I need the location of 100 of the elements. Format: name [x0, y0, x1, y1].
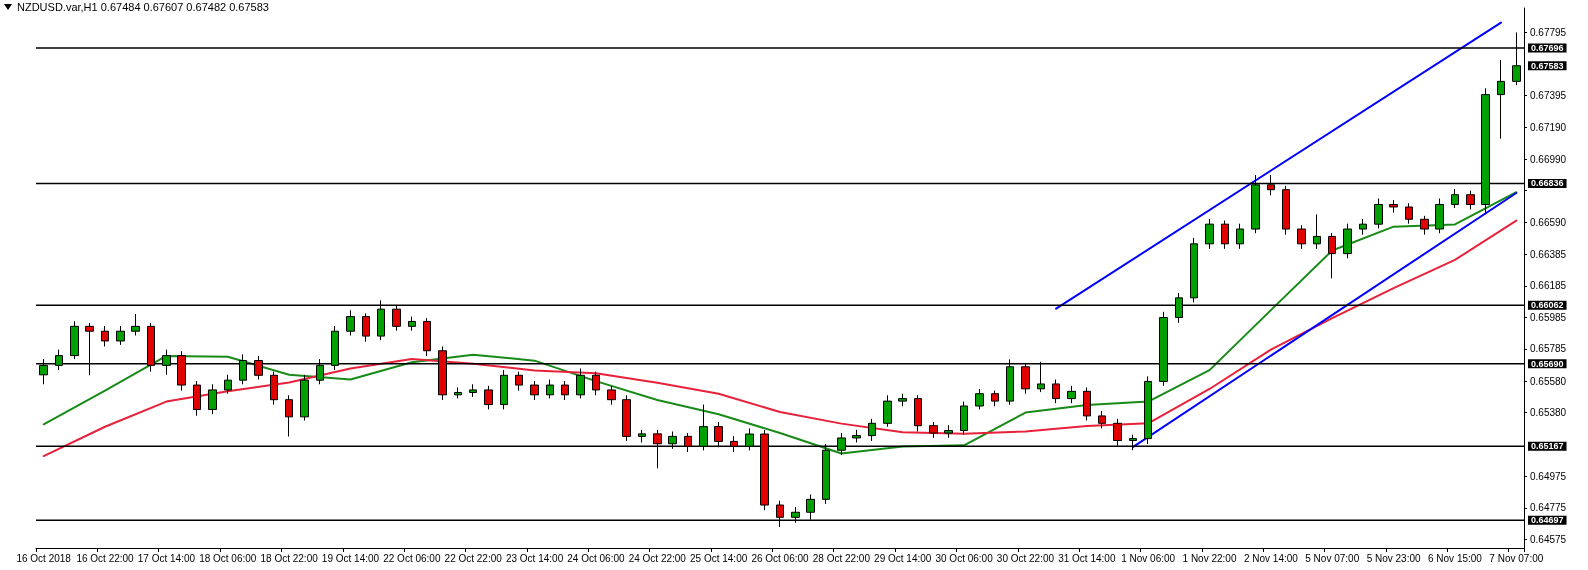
x-tick-label: 26 Oct 06:00 [751, 552, 810, 564]
chart-title: NZDUSD.var,H1 0.67484 0.67607 0.67482 0.67583 [17, 1, 269, 13]
candlestick [101, 325, 109, 347]
candlestick [362, 312, 370, 343]
candlestick [208, 383, 217, 415]
x-tick-label: 6 Nov 15:00 [1428, 552, 1483, 564]
candlestick [1236, 223, 1244, 250]
x-tick-label: 2 Nov 14:00 [1243, 552, 1299, 564]
candlestick [285, 394, 293, 438]
y-tick-label: 0.67190 [1530, 122, 1567, 134]
candlestick [1098, 410, 1106, 429]
x-tick-label: 23 Oct 14:00 [505, 552, 564, 564]
candlestick [1067, 385, 1076, 404]
candlestick [1359, 218, 1367, 236]
y-tick-label: 0.66185 [1530, 280, 1567, 292]
candlestick [944, 424, 953, 439]
x-tick-label: 7 Nov 07:00 [1489, 552, 1544, 564]
x-tick-label: 1 Nov 22:00 [1182, 552, 1237, 564]
candlestick [484, 385, 493, 410]
candlestick [914, 394, 922, 432]
candlestick [975, 388, 984, 410]
x-tick-label: 30 Oct 06:00 [935, 552, 994, 564]
candlestick [116, 325, 125, 346]
x-tick-label: 29 Oct 14:00 [874, 552, 932, 564]
x-tick-label: 22 Oct 22:00 [444, 552, 503, 564]
candlestick [1313, 213, 1321, 250]
candlestick [991, 390, 999, 407]
text: 0.67583 [1531, 60, 1564, 71]
candlestick [607, 385, 616, 406]
y-tick-label: 0.66385 [1530, 248, 1567, 260]
candlestick [193, 380, 201, 417]
ref-line-label: 0.64697 [1531, 515, 1564, 526]
y-tick-label: 0.66590 [1530, 216, 1567, 228]
ref-line-label: 0.66062 [1531, 300, 1564, 311]
ref-line-label: 0.67696 [1531, 42, 1564, 53]
x-tick-label: 16 Oct 22:00 [76, 552, 135, 564]
candlestick [1052, 379, 1060, 404]
candlestick [883, 394, 892, 428]
x-tick-label: 16 Oct 2018 [16, 552, 72, 564]
candlestick [638, 429, 646, 444]
candlestick [300, 374, 309, 421]
x-tick-label: 24 Oct 22:00 [628, 552, 687, 564]
candlestick [1221, 220, 1229, 250]
candlestick [423, 317, 431, 357]
ref-line-label: 0.66836 [1531, 178, 1564, 189]
candlestick [500, 369, 508, 410]
candlestick [868, 418, 876, 442]
candlestick [1297, 224, 1306, 250]
candlestick [1343, 223, 1352, 259]
candlestick [1435, 198, 1444, 234]
x-tick-label: 25 Oct 14:00 [690, 552, 748, 564]
y-tick-label: 0.64975 [1530, 470, 1567, 482]
candlestick [1190, 237, 1198, 303]
y-tick-label: 0.65785 [1530, 343, 1567, 355]
x-tick-label: 22 Oct 06:00 [383, 552, 441, 564]
candlestick [1328, 232, 1336, 279]
candlestick [576, 368, 585, 399]
candlestick [515, 371, 523, 392]
candlestick [960, 401, 968, 436]
candlestick [898, 393, 907, 407]
candlestick [1466, 190, 1475, 211]
candlestick [592, 371, 600, 396]
y-tick-label: 0.64575 [1530, 533, 1567, 545]
candlestick [530, 380, 539, 401]
y-tick-label: 0.65580 [1530, 375, 1567, 387]
y-tick-label: 0.66990 [1530, 153, 1567, 165]
candlestick [546, 379, 554, 399]
candlestick [1083, 386, 1091, 421]
y-tick-label: 0.67795 [1530, 26, 1567, 38]
candlestick [408, 316, 416, 332]
candlestick [929, 421, 938, 439]
candlestick [270, 371, 278, 406]
y-tick-label: 0.64775 [1530, 502, 1567, 514]
x-tick-label: 5 Nov 07:00 [1305, 552, 1360, 564]
x-tick-label: 24 Oct 06:00 [567, 552, 625, 564]
x-tick-label: 17 Oct 14:00 [137, 552, 196, 564]
candlestick [131, 313, 140, 336]
candlestick [1389, 199, 1398, 214]
candlestick [454, 386, 462, 399]
candlestick [1374, 198, 1383, 229]
candlestick [622, 394, 631, 442]
candlestick [1282, 185, 1290, 236]
x-tick-label: 5 Nov 23:00 [1366, 552, 1421, 564]
candlestick [561, 380, 569, 401]
x-tick-label: 18 Oct 22:00 [260, 552, 319, 564]
candlestick [1405, 202, 1413, 225]
candlestick [469, 383, 477, 398]
x-tick-label: 28 Oct 22:00 [812, 552, 871, 564]
x-tick-label: 18 Oct 06:00 [199, 552, 257, 564]
candlestick [1451, 188, 1459, 209]
y-tick-label: 0.67395 [1530, 89, 1567, 101]
x-tick-label: 19 Oct 14:00 [321, 552, 380, 564]
ref-line-label: 0.65690 [1531, 358, 1564, 369]
x-tick-label: 30 Oct 22:00 [996, 552, 1055, 564]
x-tick-label: 1 Nov 06:00 [1121, 552, 1176, 564]
ref-line-label: 0.65167 [1531, 441, 1564, 452]
candlestick [1205, 218, 1214, 250]
y-tick-label: 0.65985 [1530, 311, 1567, 323]
candlestick [1497, 59, 1505, 140]
candlestick [1420, 215, 1429, 236]
